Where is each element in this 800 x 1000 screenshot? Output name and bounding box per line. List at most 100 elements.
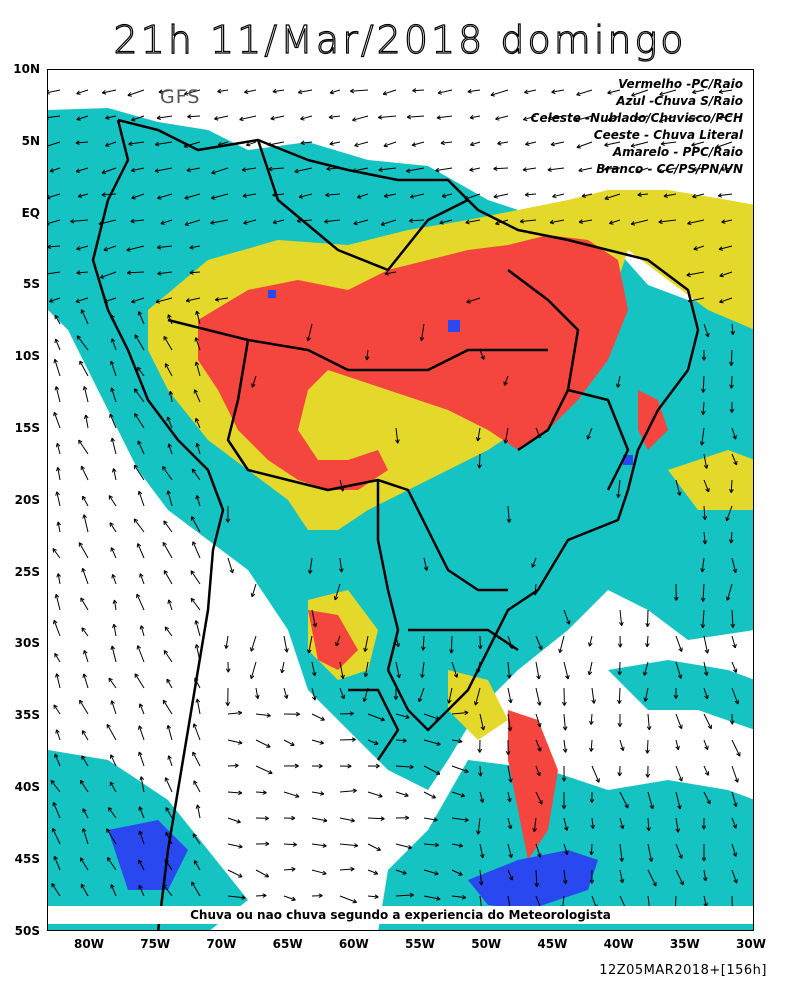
wind-arrow-head — [136, 367, 139, 372]
wind-arrow — [140, 625, 145, 637]
wind-arrow-head — [412, 88, 417, 92]
wind-arrow — [111, 645, 117, 663]
wind-arrow-head — [604, 166, 608, 170]
wind-arrow-head — [550, 144, 555, 147]
wind-arrow — [113, 468, 117, 481]
wind-arrow — [79, 780, 89, 793]
wind-arrow-head — [82, 808, 87, 812]
wind-arrow-head — [480, 726, 484, 731]
wind-arrow-head — [378, 167, 383, 171]
wind-arrow — [128, 141, 145, 145]
wind-arrow-head — [217, 88, 221, 93]
wind-arrow-head — [732, 436, 737, 440]
wind-arrow — [190, 597, 201, 611]
wind-arrow-head — [353, 790, 357, 794]
wind-arrow — [617, 479, 621, 498]
wind-arrow-head — [701, 825, 705, 830]
wind-arrow-head — [397, 439, 400, 444]
wind-arrow — [192, 541, 201, 559]
wind-arrow-head — [56, 491, 60, 496]
wind-arrow-head — [704, 746, 708, 751]
wind-arrow-head — [531, 564, 536, 568]
wind-arrow-head — [504, 382, 508, 386]
wind-arrow-head — [658, 168, 662, 173]
wind-arrow — [579, 219, 593, 223]
wind-arrow — [196, 443, 201, 455]
wind-arrow-head — [340, 675, 344, 680]
wind-arrow-head — [519, 218, 524, 223]
wind-arrow-head — [375, 765, 380, 769]
wind-arrow — [535, 635, 543, 650]
wind-arrow — [163, 650, 173, 663]
wind-arrow-head — [420, 673, 423, 678]
wind-arrow-head — [184, 195, 188, 199]
wind-arrow-head — [136, 593, 141, 597]
wind-arrow — [448, 687, 453, 704]
wind-arrow-head — [351, 739, 356, 742]
wind-arrow-head — [734, 700, 739, 705]
wind-arrow — [535, 427, 541, 439]
wind-arrow — [436, 115, 453, 119]
wind-arrow-head — [324, 219, 328, 223]
wind-arrow-head — [164, 858, 169, 862]
wind-arrow — [81, 730, 89, 741]
wind-arrow — [270, 115, 285, 120]
wind-arrow — [619, 817, 624, 829]
wind-arrow-head — [137, 543, 142, 547]
wind-arrow — [406, 167, 425, 172]
wind-arrow-head — [700, 623, 704, 629]
wind-arrow-head — [110, 781, 114, 785]
wind-arrow-head — [459, 871, 463, 876]
wind-arrow-head — [101, 172, 107, 175]
wind-arrow-head — [300, 116, 304, 120]
wind-arrow-head — [524, 194, 530, 197]
wind-arrow-head — [645, 749, 648, 754]
wind-arrow-head — [565, 748, 568, 753]
wind-arrow-head — [340, 695, 345, 700]
wind-arrow-head — [435, 842, 439, 846]
wind-arrow-head — [157, 271, 162, 275]
wind-arrow-head — [458, 741, 463, 744]
wind-arrow-head — [156, 115, 161, 119]
wind-arrow — [160, 219, 173, 225]
wind-arrow-head — [537, 723, 541, 728]
wind-arrow-head — [131, 301, 136, 304]
wind-arrow-head — [111, 645, 116, 650]
wind-arrow-head — [166, 725, 169, 730]
wind-arrow — [586, 427, 593, 440]
wind-arrow-head — [227, 518, 231, 523]
wind-arrow-head — [110, 437, 113, 443]
wind-arrow — [658, 115, 677, 123]
wind-arrow — [423, 713, 440, 720]
wind-arrow-head — [131, 170, 136, 173]
wind-arrow-head — [249, 674, 252, 679]
wind-arrow-head — [630, 143, 635, 147]
wind-arrow-head — [363, 698, 368, 702]
wind-arrow-head — [720, 166, 725, 171]
wind-arrow — [451, 895, 466, 899]
wind-arrow-head — [52, 548, 55, 553]
wind-arrow — [311, 869, 327, 875]
wind-arrow-head — [54, 338, 56, 344]
wind-arrow-head — [162, 465, 167, 469]
wind-arrow — [98, 219, 117, 225]
wind-arrow — [157, 193, 173, 199]
wind-arrow-head — [75, 301, 81, 304]
wind-arrow-head — [383, 145, 388, 148]
wind-arrow-head — [298, 194, 303, 198]
wind-arrow-head — [138, 806, 140, 811]
wind-arrow — [703, 661, 708, 676]
wind-arrow-head — [707, 694, 709, 700]
wind-arrow — [76, 245, 89, 250]
wind-arrow — [703, 323, 709, 338]
wind-arrow-head — [191, 881, 196, 885]
wind-arrow-head — [563, 701, 567, 706]
wind-arrow-head — [707, 745, 709, 750]
wind-arrow — [339, 843, 358, 847]
wind-arrow-head — [328, 116, 333, 120]
wind-arrow — [227, 739, 243, 744]
wind-arrow-head — [402, 873, 407, 875]
wind-arrow-head — [76, 335, 79, 340]
wind-arrow — [134, 334, 145, 351]
wind-arrow — [731, 609, 734, 628]
